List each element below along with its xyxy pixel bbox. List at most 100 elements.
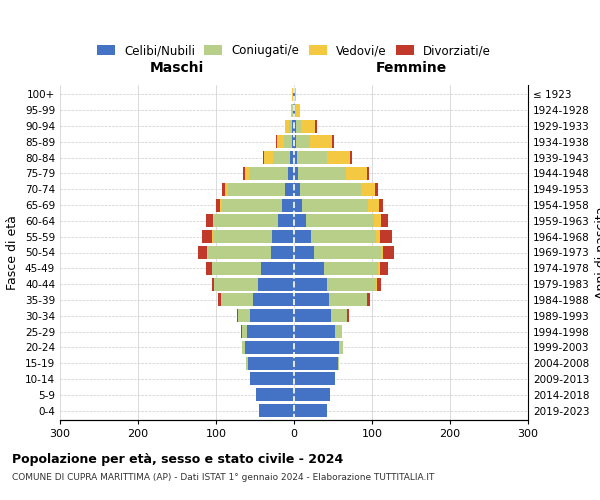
Bar (286, 120, 289, 132)
Bar (238, 309, 250, 322)
Bar (271, 246, 294, 259)
Bar (376, 230, 380, 243)
Bar (294, 356, 338, 370)
Bar (327, 278, 376, 290)
Bar (379, 198, 383, 211)
Bar (294, 167, 298, 180)
Bar (315, 120, 317, 132)
Bar (367, 294, 370, 306)
Text: Maschi: Maschi (150, 61, 204, 75)
Bar (206, 262, 212, 275)
Bar (284, 120, 286, 132)
Bar (265, 151, 273, 164)
Bar (198, 246, 208, 259)
Bar (383, 246, 394, 259)
Bar (237, 309, 238, 322)
Bar (292, 120, 294, 132)
Bar (241, 325, 242, 338)
Bar (311, 230, 376, 243)
Bar (263, 151, 265, 164)
Bar (202, 230, 212, 243)
Bar (294, 388, 330, 401)
Bar (229, 183, 284, 196)
Bar (242, 341, 245, 354)
Bar (294, 214, 306, 228)
Bar (258, 278, 294, 290)
Bar (206, 214, 213, 228)
Text: Femmine: Femmine (376, 61, 446, 75)
Bar (245, 167, 249, 180)
Bar (306, 214, 374, 228)
Bar (294, 325, 335, 338)
Bar (323, 262, 378, 275)
Bar (214, 278, 258, 290)
Bar (213, 230, 272, 243)
Bar (380, 230, 392, 243)
Bar (335, 325, 341, 338)
Bar (249, 167, 288, 180)
Bar (347, 309, 349, 322)
Bar (284, 136, 292, 148)
Bar (294, 372, 335, 386)
Bar (294, 120, 296, 132)
Bar (294, 278, 327, 290)
Bar (297, 151, 327, 164)
Bar (218, 294, 221, 306)
Bar (293, 104, 294, 117)
Bar (294, 246, 314, 259)
Bar (289, 120, 292, 132)
Bar (221, 294, 253, 306)
Bar (278, 214, 294, 228)
Bar (374, 214, 382, 228)
Bar (296, 104, 300, 117)
Bar (272, 230, 294, 243)
Bar (368, 198, 379, 211)
Bar (212, 278, 214, 290)
Bar (377, 278, 380, 290)
Bar (294, 230, 311, 243)
Bar (226, 183, 229, 196)
Bar (294, 151, 297, 164)
Bar (294, 294, 329, 306)
Bar (292, 136, 294, 148)
Bar (341, 325, 343, 338)
Bar (361, 183, 375, 196)
Bar (294, 136, 296, 148)
Bar (378, 262, 380, 275)
Bar (310, 136, 332, 148)
Bar (281, 198, 294, 211)
Bar (294, 341, 339, 354)
Bar (261, 262, 294, 275)
Bar (284, 183, 294, 196)
Bar (376, 278, 377, 290)
Bar (380, 262, 388, 275)
Bar (245, 341, 294, 354)
Bar (300, 183, 361, 196)
Bar (222, 198, 281, 211)
Bar (375, 183, 378, 196)
Bar (291, 104, 292, 117)
Bar (247, 356, 248, 370)
Bar (380, 246, 383, 259)
Bar (214, 214, 278, 228)
Bar (294, 183, 300, 196)
Bar (294, 262, 323, 275)
Bar (250, 309, 294, 322)
Bar (339, 341, 343, 354)
Bar (259, 404, 294, 417)
Bar (290, 151, 294, 164)
Bar (296, 136, 310, 148)
Text: Popolazione per età, sesso e stato civile - 2024: Popolazione per età, sesso e stato civil… (12, 452, 343, 466)
Bar (256, 388, 294, 401)
Bar (338, 356, 339, 370)
Bar (277, 136, 284, 148)
Bar (301, 120, 315, 132)
Bar (314, 246, 380, 259)
Bar (350, 151, 352, 164)
Bar (294, 198, 302, 211)
Legend: Celibi/Nubili, Coniugati/e, Vedovi/e, Divorziati/e: Celibi/Nubili, Coniugati/e, Vedovi/e, Di… (97, 44, 491, 57)
Bar (293, 88, 294, 101)
Bar (242, 325, 247, 338)
Bar (212, 262, 261, 275)
Bar (346, 167, 367, 180)
